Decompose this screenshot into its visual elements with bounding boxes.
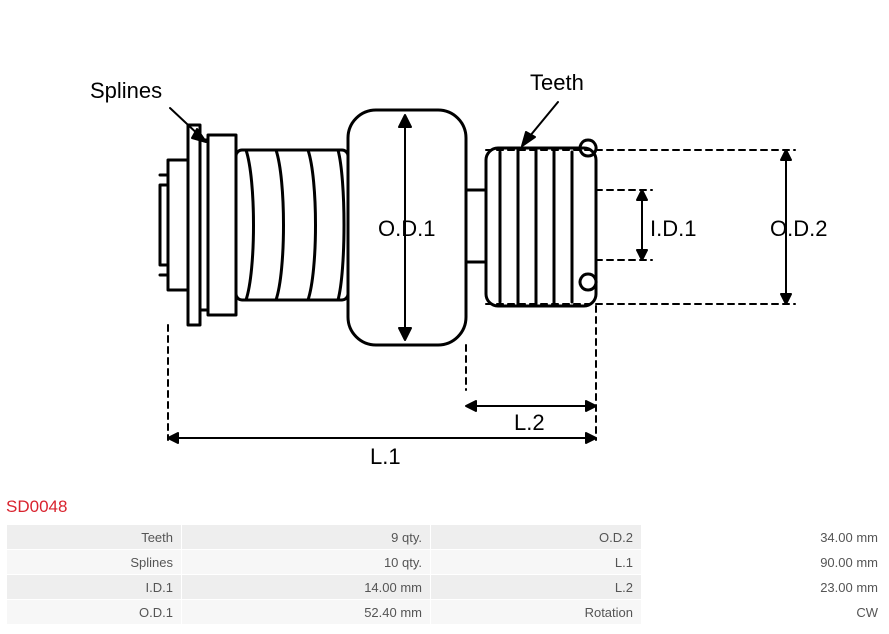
label-od2: O.D.2 [770, 216, 827, 242]
label-splines: Splines [90, 78, 162, 104]
label-l2: L.2 [514, 410, 545, 436]
label-l1: L.1 [370, 444, 401, 470]
table-row: I.D.114.00 mmL.223.00 mm [7, 575, 886, 599]
label-teeth: Teeth [530, 70, 584, 96]
label-id1: I.D.1 [650, 216, 696, 242]
table-row: Teeth9 qty.O.D.234.00 mm [7, 525, 886, 549]
part-number: SD0048 [6, 497, 67, 517]
label-od1: O.D.1 [378, 216, 435, 242]
schematic-drawing: Splines Teeth O.D.1 I.D.1 O.D.2 L.2 L.1 [60, 60, 830, 480]
spec-table: Teeth9 qty.O.D.234.00 mmSplines10 qty.L.… [6, 524, 887, 625]
table-row: O.D.152.40 mmRotationCW [7, 600, 886, 624]
table-row: Splines10 qty.L.190.00 mm [7, 550, 886, 574]
